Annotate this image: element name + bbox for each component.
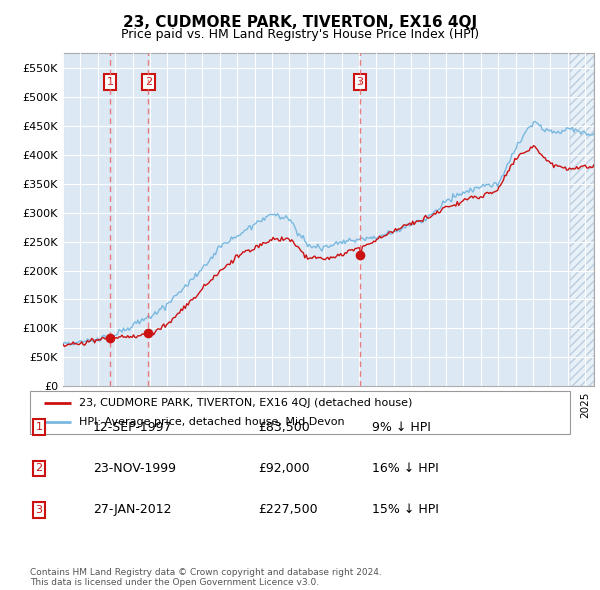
Text: £83,500: £83,500 [258,421,310,434]
Text: £227,500: £227,500 [258,503,317,516]
Text: 2: 2 [35,464,43,473]
Text: 23, CUDMORE PARK, TIVERTON, EX16 4QJ: 23, CUDMORE PARK, TIVERTON, EX16 4QJ [123,15,477,30]
Text: 23-NOV-1999: 23-NOV-1999 [93,462,176,475]
Text: 16% ↓ HPI: 16% ↓ HPI [372,462,439,475]
Text: Contains HM Land Registry data © Crown copyright and database right 2024.
This d: Contains HM Land Registry data © Crown c… [30,568,382,587]
Text: 1: 1 [107,77,113,87]
Text: £92,000: £92,000 [258,462,310,475]
Text: 27-JAN-2012: 27-JAN-2012 [93,503,172,516]
Text: 2: 2 [145,77,152,87]
Text: 1: 1 [35,422,43,432]
Text: 23, CUDMORE PARK, TIVERTON, EX16 4QJ (detached house): 23, CUDMORE PARK, TIVERTON, EX16 4QJ (de… [79,398,412,408]
Text: 9% ↓ HPI: 9% ↓ HPI [372,421,431,434]
Text: Price paid vs. HM Land Registry's House Price Index (HPI): Price paid vs. HM Land Registry's House … [121,28,479,41]
Text: 3: 3 [356,77,364,87]
Text: 15% ↓ HPI: 15% ↓ HPI [372,503,439,516]
Text: HPI: Average price, detached house, Mid Devon: HPI: Average price, detached house, Mid … [79,417,344,427]
Text: 12-SEP-1997: 12-SEP-1997 [93,421,173,434]
Text: 3: 3 [35,505,43,514]
FancyBboxPatch shape [30,391,570,434]
